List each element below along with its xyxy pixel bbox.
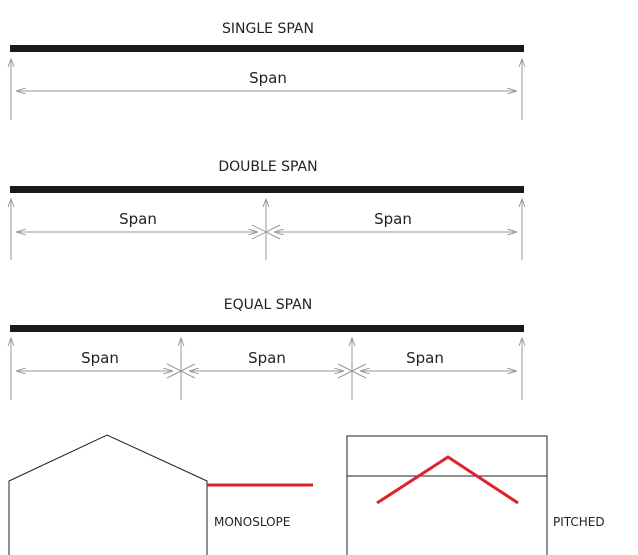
pitched-slope-line: [376, 455, 519, 505]
equal-span-cross-marker-1: [166, 363, 196, 379]
single-span-supports: [7, 57, 526, 120]
double-span-title: DOUBLE SPAN: [218, 159, 317, 175]
single-span-label-1: Span: [249, 69, 287, 87]
equal-span-group: EQUAL SPAN Span Span Span: [7, 297, 526, 400]
monoslope-label: MONOSLOPE: [214, 515, 290, 529]
equal-span-title: EQUAL SPAN: [224, 297, 312, 313]
equal-span-label-3: Span: [406, 349, 444, 367]
double-span-cross-marker: [251, 224, 281, 240]
double-span-supports: [7, 197, 526, 260]
double-span-label-2: Span: [374, 210, 412, 228]
equal-span-cross-marker-2: [337, 363, 367, 379]
single-span-title: SINGLE SPAN: [222, 21, 314, 37]
single-span-beam: [10, 45, 524, 52]
double-span-label-1: Span: [119, 210, 157, 228]
equal-span-label-2: Span: [248, 349, 286, 367]
double-span-beam: [10, 186, 524, 193]
monoslope-group: MONOSLOPE: [8, 434, 313, 555]
single-span-group: SINGLE SPAN Span: [7, 21, 526, 120]
equal-span-beam: [10, 325, 524, 332]
equal-span-supports: [7, 336, 526, 400]
pitched-building-outline: [346, 435, 548, 555]
equal-span-label-1: Span: [81, 349, 119, 367]
pitched-label: PITCHED: [553, 515, 605, 529]
monoslope-building-outline: [8, 434, 208, 555]
pitched-group: PITCHED: [346, 435, 605, 555]
double-span-group: DOUBLE SPAN Span Span: [7, 159, 526, 260]
